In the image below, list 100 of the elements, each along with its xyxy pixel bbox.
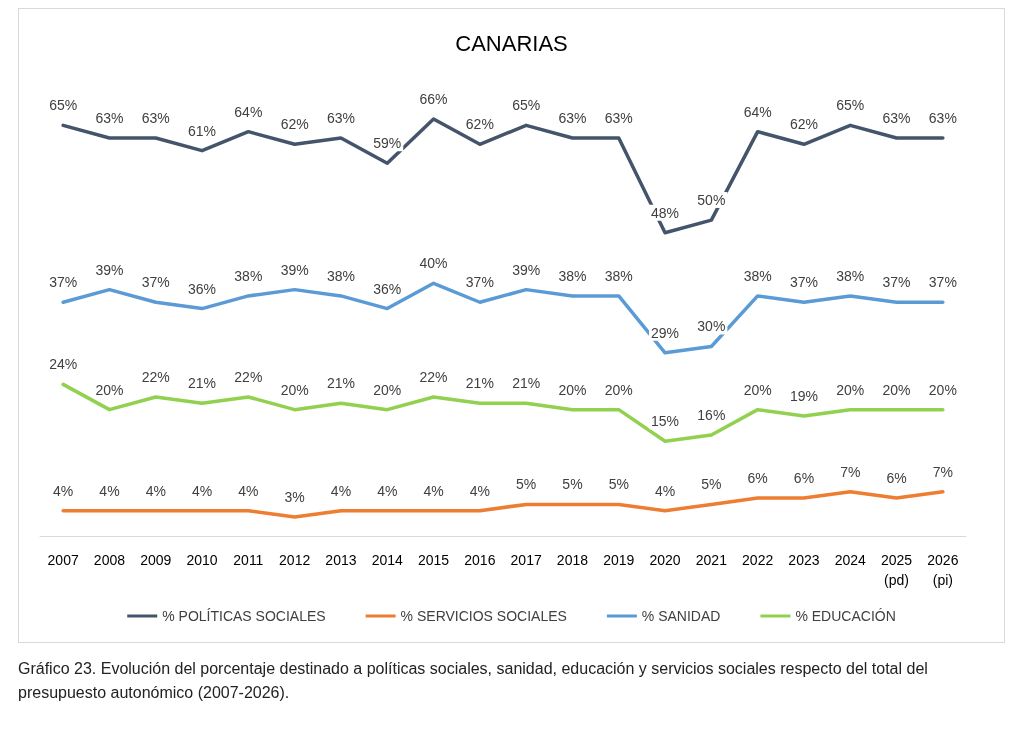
data-label: 37% xyxy=(49,274,78,291)
data-label: 7% xyxy=(840,463,861,480)
data-label: 65% xyxy=(512,97,541,114)
data-label: 15% xyxy=(651,413,680,430)
data-label: 22% xyxy=(419,369,448,386)
data-label: 48% xyxy=(651,204,680,221)
x-tick-label: 2015 xyxy=(417,552,450,568)
x-tick-label: 2019 xyxy=(603,552,635,568)
data-label: 22% xyxy=(234,369,263,386)
data-label: 20% xyxy=(604,381,633,398)
data-label: 37% xyxy=(141,274,170,291)
data-label: 4% xyxy=(238,482,259,499)
data-label: 37% xyxy=(789,274,818,291)
x-tick-label: 2008 xyxy=(93,552,126,568)
x-tick-label: 2014 xyxy=(371,552,404,568)
data-label: 20% xyxy=(743,381,772,398)
data-label: 24% xyxy=(49,356,78,373)
x-tick-label: 2012 xyxy=(279,552,311,568)
text: Gráfico 23. Evolución del porcentaje destinado a políticas sociales, sanidad, educación y servicios sociales respecto del total del presupuesto autonómico (2007-2026). xyxy=(18,659,929,703)
data-label: 62% xyxy=(465,116,494,133)
x-tick-label: 2021 xyxy=(695,552,728,568)
data-label: 37% xyxy=(465,274,494,291)
x-tick-label: 2016 xyxy=(464,552,496,568)
data-label: 62% xyxy=(280,116,309,133)
data-label: 20% xyxy=(836,381,865,398)
data-label: 21% xyxy=(512,375,541,392)
data-label: 20% xyxy=(280,381,309,398)
x-tick-label: 2024 xyxy=(834,552,867,568)
x-tick-label: 2007 xyxy=(47,552,79,568)
data-label: 3% xyxy=(284,489,305,506)
chart-title: CANARIAS xyxy=(455,30,568,56)
data-label: 38% xyxy=(234,267,263,284)
x-tick-label: 2023 xyxy=(788,552,820,568)
data-label: 38% xyxy=(558,267,587,284)
x-tick-label: 2011 xyxy=(233,552,264,568)
data-label: 63% xyxy=(882,109,911,126)
data-label: 63% xyxy=(928,109,957,126)
data-label: 64% xyxy=(234,103,263,120)
data-label: 5% xyxy=(562,476,583,493)
data-label: 38% xyxy=(604,267,633,284)
x-tick-label: 2010 xyxy=(186,552,218,568)
data-label: 37% xyxy=(882,274,911,291)
data-label: 39% xyxy=(280,261,309,278)
data-label: 5% xyxy=(608,476,629,493)
data-label: 39% xyxy=(95,261,124,278)
data-label: 63% xyxy=(95,109,124,126)
data-label: 4% xyxy=(191,482,213,499)
x-tick-label: 2018 xyxy=(556,552,589,568)
data-label: 20% xyxy=(373,381,402,398)
data-label: 62% xyxy=(789,116,818,133)
data-label: 59% xyxy=(373,135,402,152)
legend-label: % SERVICIOS SOCIALES xyxy=(400,608,567,624)
data-label: 30% xyxy=(697,318,726,335)
data-label: 66% xyxy=(419,91,448,108)
data-label: 22% xyxy=(141,369,170,386)
x-tick-label: 2025 (pd) xyxy=(880,552,913,588)
data-label: 7% xyxy=(932,463,953,480)
data-label: 4% xyxy=(377,482,398,499)
x-tick-label: 2020 xyxy=(649,552,681,568)
data-label: 63% xyxy=(604,109,633,126)
data-label: 37% xyxy=(928,274,957,291)
data-label: 21% xyxy=(188,375,217,392)
x-tick-label: 2022 xyxy=(742,552,774,568)
data-label: 29% xyxy=(651,324,680,341)
data-label: 65% xyxy=(836,97,865,114)
data-label: 6% xyxy=(747,470,768,487)
data-label: 38% xyxy=(743,267,772,284)
data-label: 21% xyxy=(465,375,494,392)
data-label: 63% xyxy=(141,109,170,126)
data-label: 19% xyxy=(789,387,818,404)
data-label: 16% xyxy=(697,406,726,423)
data-label: 6% xyxy=(886,470,907,487)
data-label: 4% xyxy=(654,482,676,499)
data-label: 36% xyxy=(188,280,217,297)
data-label: 50% xyxy=(697,192,726,209)
data-label: 5% xyxy=(516,476,537,493)
data-label: 4% xyxy=(99,482,120,499)
x-tick-label: 2009 xyxy=(140,552,172,568)
data-label: 21% xyxy=(326,375,355,392)
data-label: 63% xyxy=(326,109,355,126)
x-tick-label: 2026 (pi) xyxy=(927,552,959,588)
data-label: 20% xyxy=(95,381,124,398)
data-label: 20% xyxy=(558,381,587,398)
data-label: 4% xyxy=(330,482,352,499)
data-label: 36% xyxy=(373,280,402,297)
data-label: 63% xyxy=(558,109,587,126)
data-label: 40% xyxy=(419,255,448,272)
data-label: 5% xyxy=(701,476,722,493)
data-label: 20% xyxy=(928,381,957,398)
data-label: 61% xyxy=(188,122,217,139)
x-tick-label: 2013 xyxy=(325,552,357,568)
data-label: 4% xyxy=(469,482,490,499)
legend-label: % POLÍTICAS SOCIALES xyxy=(162,608,326,624)
legend-label: % SANIDAD xyxy=(641,608,721,624)
data-label: 64% xyxy=(743,103,772,120)
x-tick-label: 2017 xyxy=(510,552,542,568)
data-label: 20% xyxy=(882,381,911,398)
data-label: 38% xyxy=(326,267,355,284)
data-label: 4% xyxy=(53,482,74,499)
data-label: 39% xyxy=(512,261,541,278)
